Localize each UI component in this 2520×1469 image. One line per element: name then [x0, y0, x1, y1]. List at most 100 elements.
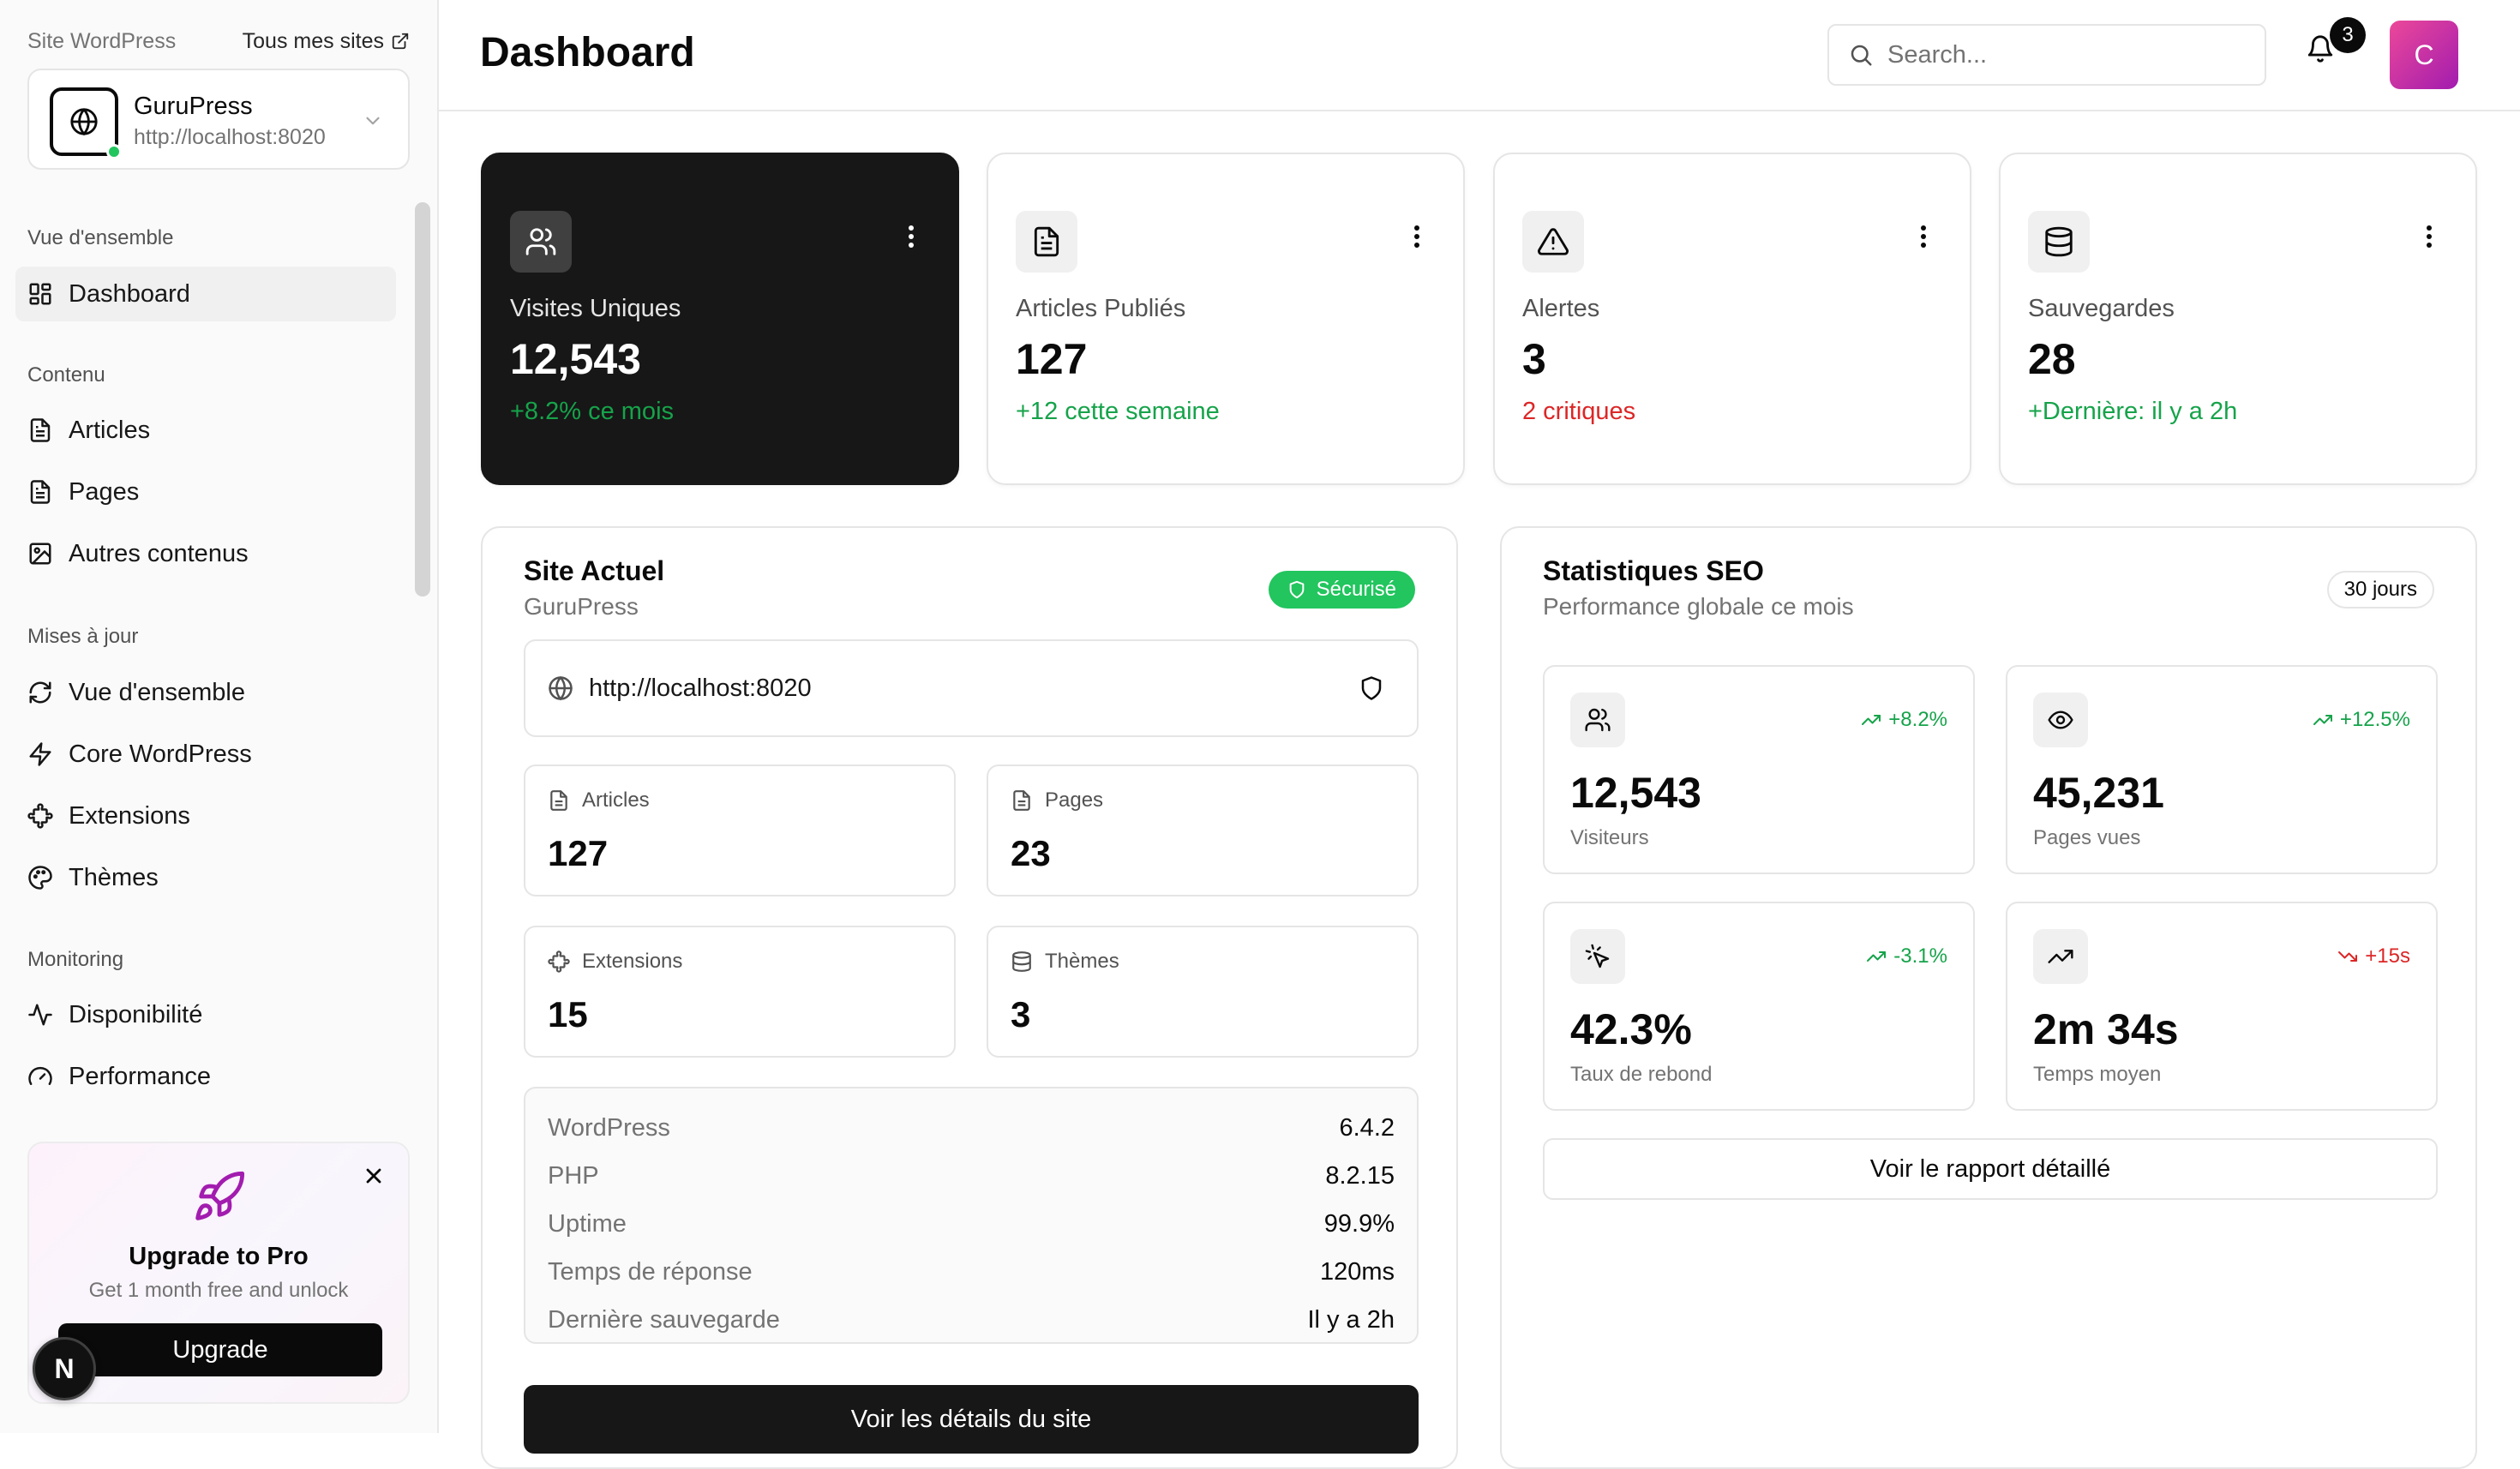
sidebar-item-pages[interactable]: Pages [15, 465, 396, 519]
dashboard-icon [27, 281, 53, 307]
sidebar-item-label: Dashboard [69, 279, 190, 308]
stat-trend: +8.2% ce mois [510, 398, 675, 425]
info-value: 120ms [1319, 1257, 1395, 1286]
seo-label: Pages vues [2033, 826, 2141, 849]
period-badge[interactable]: 30 jours [2326, 571, 2434, 609]
info-value: 8.2.15 [1325, 1161, 1395, 1190]
all-sites-link[interactable]: Tous mes sites [243, 29, 410, 54]
stat-card-published-articles[interactable]: Articles Publiés 127 +12 cette semaine [987, 153, 1465, 485]
info-key: WordPress [548, 1113, 670, 1142]
more-vertical-icon[interactable] [1413, 225, 1420, 249]
seo-stats-panel: Statistiques SEO Performance globale ce … [1500, 526, 2477, 1469]
site-details-button[interactable]: Voir les détails du site [524, 1385, 1419, 1454]
upgrade-button[interactable]: Upgrade [58, 1323, 382, 1376]
online-status-dot [106, 144, 122, 159]
site-stat-value: 15 [548, 994, 588, 1034]
seo-trend-value: +8.2% [1888, 708, 1947, 731]
bell-icon[interactable] [2306, 34, 2335, 63]
activity-icon [27, 1002, 53, 1028]
trending-up-icon [1861, 710, 1881, 730]
stat-card-unique-visits[interactable]: Visites Uniques 12,543 +8.2% ce mois [481, 153, 959, 485]
file-icon [27, 417, 53, 443]
stat-trend: +12 cette semaine [1016, 398, 1220, 425]
site-name: GuruPress [134, 93, 253, 120]
sidebar-item-label: Autres contenus [69, 539, 249, 567]
panel-title: Site Actuel [524, 555, 665, 586]
nav-group-title: Mises à jour [27, 625, 139, 648]
sidebar-scrollbar[interactable] [415, 202, 430, 597]
more-vertical-icon[interactable] [908, 225, 915, 249]
file-icon [1011, 789, 1033, 812]
site-switcher[interactable]: GuruPress http://localhost:8020 [27, 69, 410, 170]
top-header: Dashboard Search... 3 C [439, 0, 2520, 111]
site-info-list: WordPress 6.4.2 PHP 8.2.15 Uptime 99.9% Tem… [524, 1087, 1419, 1344]
site-url: http://localhost:8020 [134, 125, 326, 149]
users-icon [510, 211, 572, 273]
current-site-panel: Site Actuel GuruPress Sécurisé http://lo… [481, 526, 1458, 1469]
palette-icon [27, 865, 53, 890]
search-input[interactable]: Search... [1827, 24, 2266, 86]
sidebar-item-extensions[interactable]: Extensions [15, 788, 396, 843]
stat-card-backups[interactable]: Sauvegardes 28 +Dernière: il y a 2h [1999, 153, 2477, 485]
sidebar-item-performance[interactable]: Performance [15, 1049, 396, 1104]
sidebar-item-label: Thèmes [69, 863, 159, 891]
file-icon [548, 789, 570, 812]
sidebar-item-core-wordpress[interactable]: Core WordPress [15, 727, 396, 782]
sidebar-item-updates-overview[interactable]: Vue d'ensemble [15, 665, 396, 720]
sidebar-item-label: Vue d'ensemble [69, 678, 245, 706]
info-key: Uptime [548, 1209, 627, 1238]
search-placeholder: Search... [1887, 40, 1988, 69]
user-avatar[interactable]: C [2390, 21, 2458, 89]
sidebar: Site WordPress Tous mes sites GuruPress … [0, 0, 439, 1433]
seo-value: 12,543 [1570, 769, 1701, 817]
sidebar-item-label: Core WordPress [69, 740, 252, 768]
seo-value: 42.3% [1570, 1005, 1692, 1053]
trending-down-icon [2337, 946, 2358, 967]
stat-card-alerts[interactable]: Alertes 3 2 critiques [1493, 153, 1971, 485]
detailed-report-button[interactable]: Voir le rapport détaillé [1543, 1138, 2438, 1200]
alert-icon [1522, 211, 1584, 273]
more-vertical-icon[interactable] [2426, 225, 2433, 249]
site-stat-extensions: Extensions 15 [524, 926, 956, 1058]
stat-label: Sauvegardes [2028, 295, 2175, 322]
info-key: Temps de réponse [548, 1257, 753, 1286]
stat-trend: 2 critiques [1522, 398, 1636, 425]
sidebar-item-availability[interactable]: Disponibilité [15, 987, 396, 1042]
trending-up-icon [1866, 946, 1887, 967]
sidebar-item-articles[interactable]: Articles [15, 403, 396, 458]
info-key: PHP [548, 1161, 599, 1190]
seo-value: 2m 34s [2033, 1005, 2179, 1053]
secure-status-badge: Sécurisé [1268, 571, 1415, 609]
site-stat-articles: Articles 127 [524, 764, 956, 896]
sidebar-item-themes[interactable]: Thèmes [15, 850, 396, 905]
stat-label: Visites Uniques [510, 295, 681, 322]
stat-value: 3 [1522, 335, 1546, 383]
site-logo [50, 87, 122, 159]
dev-tools-badge[interactable]: N [33, 1337, 96, 1400]
nav-group-title: Vue d'ensemble [27, 226, 174, 249]
seo-card-bounce-rate: -3.1% 42.3% Taux de rebond [1543, 902, 1975, 1111]
chevron-down-icon [362, 110, 384, 132]
sidebar-item-dashboard[interactable]: Dashboard [15, 267, 396, 321]
file-icon [27, 479, 53, 505]
close-icon[interactable] [362, 1164, 386, 1188]
sidebar-item-label: Performance [69, 1062, 212, 1090]
site-stat-label: Articles [582, 788, 650, 812]
globe-icon [69, 107, 99, 136]
info-key: Dernière sauvegarde [548, 1305, 780, 1334]
secure-badge-label: Sécurisé [1316, 578, 1396, 601]
page-title: Dashboard [480, 30, 695, 75]
info-row: Temps de réponse 120ms [548, 1248, 1395, 1296]
sidebar-item-label: Pages [69, 477, 140, 506]
promo-subtitle: Get 1 month free and unlock [88, 1279, 349, 1302]
nav-group-title: Monitoring [27, 948, 124, 971]
site-stat-label: Thèmes [1045, 950, 1119, 973]
stat-label: Alertes [1522, 295, 1600, 322]
more-vertical-icon[interactable] [1920, 225, 1927, 249]
bolt-icon [27, 741, 53, 767]
info-row: WordPress 6.4.2 [548, 1104, 1395, 1152]
site-url-box[interactable]: http://localhost:8020 [524, 639, 1419, 737]
site-stat-pages: Pages 23 [987, 764, 1419, 896]
gauge-icon [27, 1064, 53, 1089]
sidebar-item-other-content[interactable]: Autres contenus [15, 526, 396, 581]
